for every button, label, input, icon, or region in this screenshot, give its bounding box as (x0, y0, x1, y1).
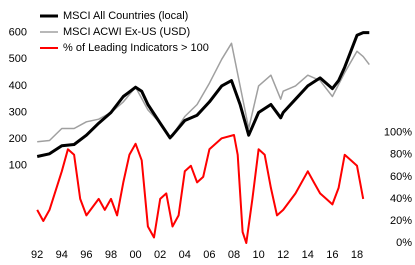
series-line (36, 134, 365, 244)
x-tick-label: 96 (80, 249, 92, 260)
x-tick-label: 10 (252, 249, 264, 260)
x-tick-label: 02 (154, 249, 166, 260)
x-tick-label: 08 (228, 249, 240, 260)
y2-tick-label: 20% (390, 215, 412, 227)
x-tick-label: 16 (326, 249, 338, 260)
legend-label: MSCI ACWI Ex-US (USD) (63, 26, 190, 38)
y-tick-label: 500 (9, 53, 27, 65)
y2-tick-label: 0% (396, 237, 412, 249)
y2-tick-label: 40% (390, 193, 412, 205)
y-tick-label: 600 (9, 27, 27, 39)
x-tick-label: 14 (302, 249, 314, 260)
series-line (37, 42, 370, 143)
x-tick-label: 92 (31, 249, 43, 260)
y2-tick-label: 80% (390, 149, 412, 161)
y-tick-label: 200 (9, 133, 27, 145)
x-tick-label: 00 (129, 249, 141, 260)
series-line (36, 31, 370, 158)
y2-tick-label: 100% (384, 127, 412, 139)
legend-label: MSCI All Countries (local) (63, 10, 188, 22)
x-tick-label: 12 (277, 249, 289, 260)
x-tick-label: 94 (56, 249, 68, 260)
y2-tick-label: 60% (390, 171, 412, 183)
x-tick-label: 04 (179, 249, 191, 260)
y-tick-label: 300 (9, 106, 27, 118)
x-tick-label: 18 (351, 249, 363, 260)
x-tick-label: 98 (105, 249, 117, 260)
x-tick-label: 06 (203, 249, 215, 260)
y-tick-label: 100 (9, 160, 27, 172)
legend-label: % of Leading Indicators > 100 (63, 42, 209, 54)
y-tick-label: 400 (9, 80, 27, 92)
